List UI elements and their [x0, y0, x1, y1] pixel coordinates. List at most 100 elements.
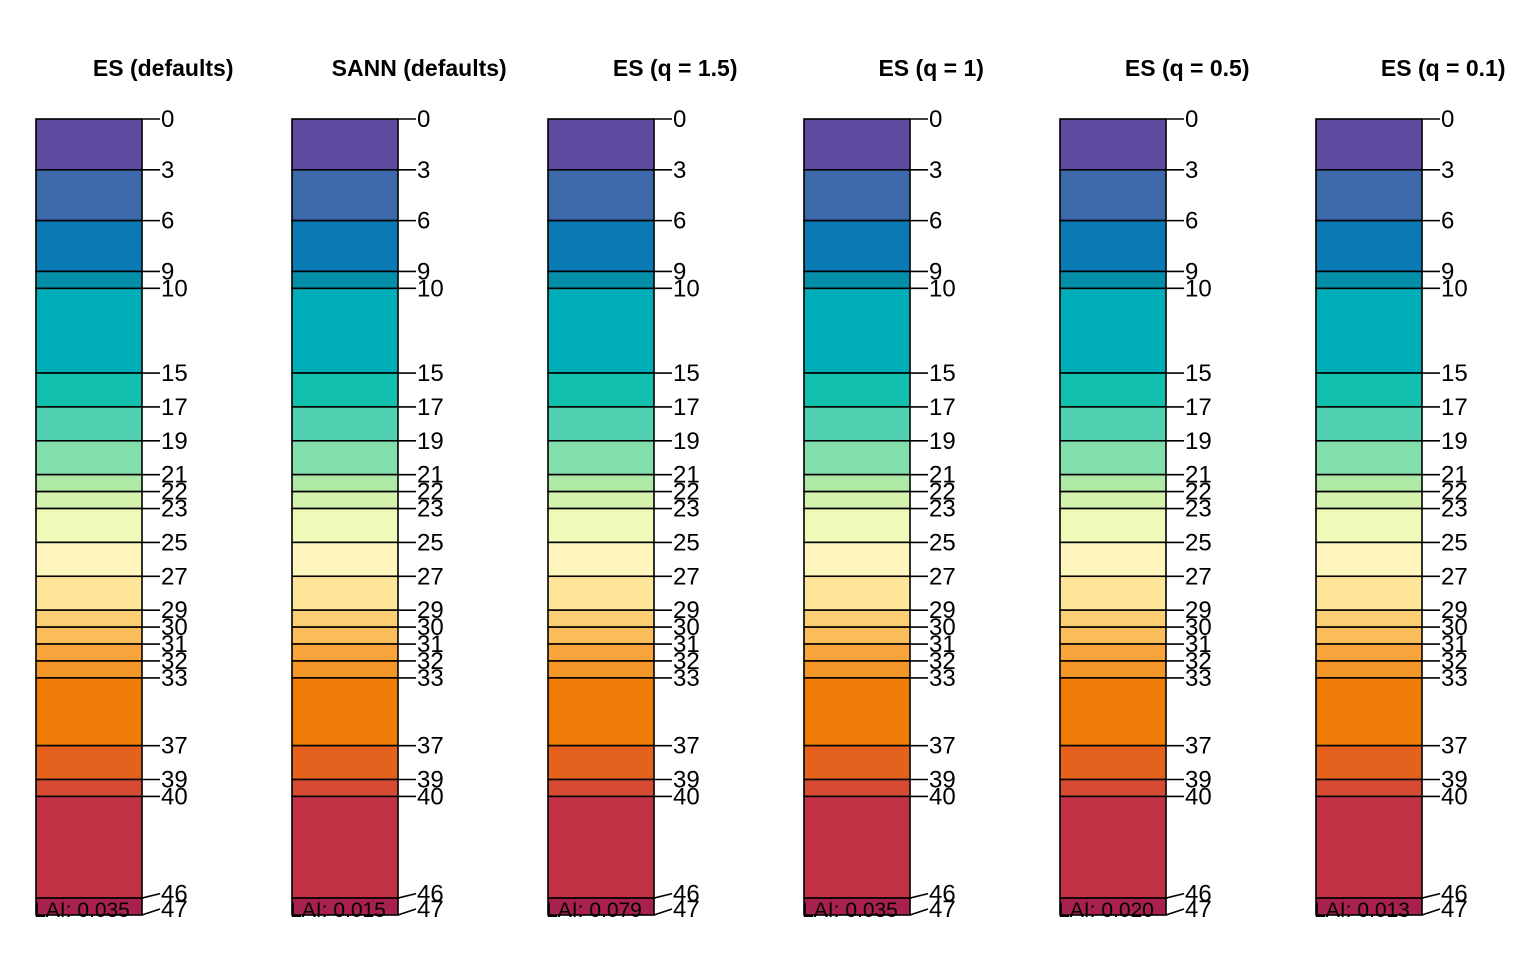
class-rect — [35, 118, 143, 171]
tick-mark — [397, 908, 417, 916]
class-rect — [547, 897, 655, 916]
class-rect — [547, 677, 655, 747]
tick-mark — [1165, 892, 1185, 899]
class-rect — [1315, 287, 1423, 374]
tick-label: 3 — [161, 157, 174, 184]
tick-label: 25 — [417, 529, 444, 556]
tick-label: 21 — [673, 462, 700, 489]
class-rect — [291, 118, 399, 171]
class-rect — [35, 490, 143, 510]
tick-label: 3 — [1185, 157, 1198, 184]
tick-label: 3 — [1441, 157, 1454, 184]
class-rect — [1315, 118, 1423, 171]
tick-label: 46 — [1441, 881, 1468, 908]
tick-label: 27 — [417, 563, 444, 590]
class-rect — [1059, 169, 1167, 222]
tick-label: 21 — [1441, 462, 1468, 489]
class-rect — [547, 439, 655, 476]
class-rect — [291, 439, 399, 476]
class-rect — [1059, 287, 1167, 374]
tick-label: 30 — [417, 614, 444, 641]
tick-label: 40 — [673, 783, 700, 810]
tick-label: 39 — [673, 767, 700, 794]
tick-label: 17 — [929, 394, 956, 421]
tick-label: 0 — [1441, 106, 1454, 133]
tick-label: 23 — [1185, 496, 1212, 523]
lai-annotation: LAI: 0.013 — [1314, 899, 1410, 922]
tick-label: 33 — [417, 665, 444, 692]
panel-title: SANN (defaults) — [332, 55, 507, 81]
class-rect — [547, 575, 655, 611]
tick-label: 32 — [1441, 648, 1468, 675]
class-rect — [291, 643, 399, 662]
tick-label: 30 — [1185, 614, 1212, 641]
class-rect — [1315, 219, 1423, 273]
class-rect — [547, 643, 655, 662]
class-rect — [1059, 609, 1167, 628]
tick-label: 23 — [929, 496, 956, 523]
class-rect — [1059, 406, 1167, 442]
tick-label: 30 — [929, 614, 956, 641]
tick-label: 30 — [1441, 614, 1468, 641]
class-rect — [803, 406, 911, 442]
class-rect — [547, 270, 655, 290]
class-rect — [35, 609, 143, 628]
class-rect — [803, 118, 911, 171]
tick-label: 17 — [161, 394, 188, 421]
class-rect — [547, 490, 655, 510]
tick-label: 15 — [1185, 360, 1212, 387]
class-rect — [1059, 677, 1167, 747]
tick-mark — [1165, 908, 1185, 916]
class-rect — [803, 677, 911, 747]
class-rect — [803, 287, 911, 374]
tick-label: 27 — [929, 563, 956, 590]
tick-label: 39 — [417, 767, 444, 794]
lai-annotation: LAI: 0.020 — [1058, 899, 1154, 922]
class-rect — [35, 169, 143, 222]
tick-label: 37 — [161, 733, 188, 760]
class-rect — [35, 287, 143, 374]
tick-label: 9 — [1185, 258, 1198, 285]
tick-label: 39 — [929, 767, 956, 794]
tick-label: 19 — [1441, 428, 1468, 455]
tick-label: 46 — [161, 881, 188, 908]
tick-label: 21 — [161, 462, 188, 489]
class-rect — [547, 372, 655, 408]
tick-label: 47 — [1441, 896, 1468, 923]
tick-label: 10 — [1441, 275, 1468, 302]
tick-label: 37 — [673, 733, 700, 760]
class-rect — [291, 169, 399, 222]
tick-label: 37 — [1441, 733, 1468, 760]
tick-label: 31 — [161, 631, 188, 658]
tick-label: 46 — [1185, 881, 1212, 908]
tick-label: 19 — [1185, 428, 1212, 455]
class-rect — [547, 626, 655, 645]
class-rect — [35, 677, 143, 747]
tick-mark — [909, 908, 929, 916]
class-rect — [35, 744, 143, 781]
panel-2: SANN (defaults)0369101517192122232527293… — [290, 55, 507, 923]
class-rect — [547, 406, 655, 442]
class-rect — [1315, 795, 1423, 899]
class-rect — [1315, 541, 1423, 578]
tick-label: 29 — [417, 597, 444, 624]
class-rect — [1315, 490, 1423, 510]
tick-label: 29 — [1185, 597, 1212, 624]
class-rect — [291, 778, 399, 798]
class-rect — [1059, 660, 1167, 679]
class-rect — [803, 169, 911, 222]
class-rect — [1059, 490, 1167, 510]
class-rect — [291, 287, 399, 374]
class-rect — [1315, 169, 1423, 222]
class-rect — [1315, 609, 1423, 628]
class-rect — [803, 490, 911, 510]
tick-label: 19 — [417, 428, 444, 455]
class-rect — [803, 270, 911, 290]
tick-label: 19 — [929, 428, 956, 455]
tick-label: 3 — [417, 157, 430, 184]
tick-label: 31 — [417, 631, 444, 658]
